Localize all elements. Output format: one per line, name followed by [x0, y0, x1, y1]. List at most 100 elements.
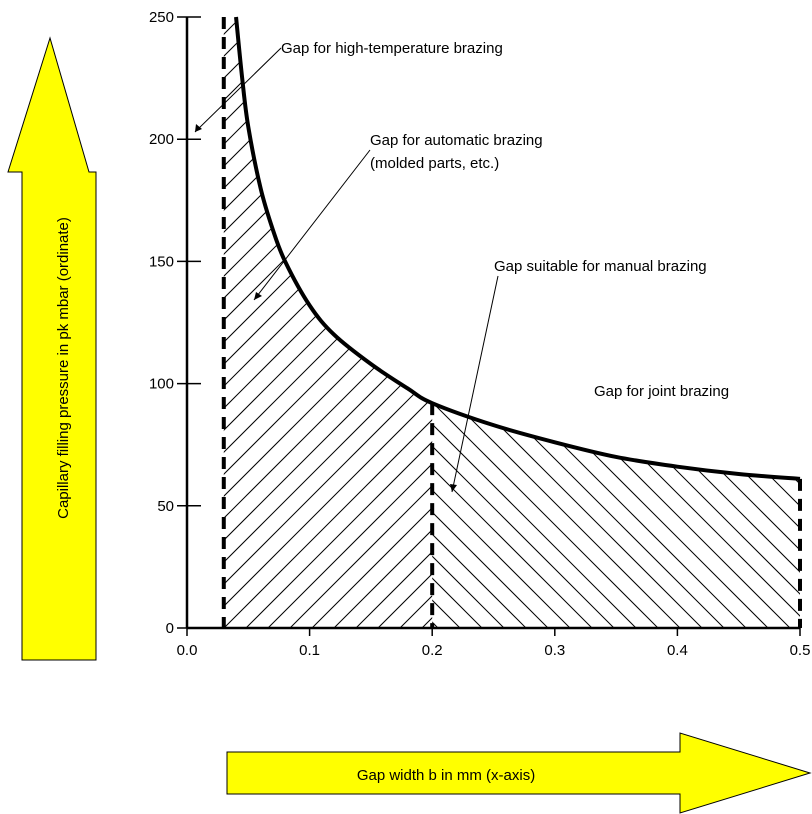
hatch-line — [432, 403, 549, 628]
annotation-manual-leader — [451, 275, 499, 493]
hatch-line — [223, 17, 433, 628]
hatch-region-left — [0, 0, 812, 628]
hatch-line — [686, 0, 812, 628]
annotation-automatic: Gap for automatic brazing — [370, 132, 543, 149]
y-tick-label: 200 — [149, 131, 174, 148]
y-axis-label: Capillary filling pressure in pk mbar (o… — [55, 217, 72, 519]
hatch-line — [432, 403, 800, 628]
hatch-line — [223, 17, 433, 628]
hatch-line — [432, 403, 800, 628]
hatch-line — [223, 17, 433, 628]
hatch-line — [554, 0, 812, 628]
annotation-automatic-arrowhead — [254, 292, 262, 300]
hatch-line — [601, 403, 800, 628]
hatch-region-right — [0, 0, 800, 628]
annotation-automatic-leader — [253, 149, 371, 301]
hatch-line — [399, 17, 433, 628]
hatch-line — [0, 0, 20, 628]
annotations: Gap for high-temperature brazing Gap for… — [194, 40, 729, 493]
annotation-manual-arrowhead — [450, 484, 457, 492]
hatch-line — [510, 0, 812, 628]
hatch-line — [223, 17, 433, 628]
hatch-line — [432, 403, 800, 628]
hatch-line — [513, 403, 800, 628]
annotation-high-temp-arrowhead — [195, 124, 202, 132]
hatch-line — [774, 0, 812, 628]
x-axis-label: Gap width b in mm (x-axis) — [357, 767, 535, 784]
hatch-line — [466, 0, 812, 628]
hatch-line — [488, 0, 812, 628]
hatch-line — [432, 403, 800, 628]
x-tick-label: 0.2 — [422, 642, 443, 659]
hatch-line — [444, 0, 812, 628]
pressure-curve — [234, 16, 801, 481]
hatch-line — [469, 403, 800, 628]
hatch-line — [645, 403, 800, 628]
annotation-automatic-line2: (molded parts, etc.) — [370, 155, 499, 172]
hatch-line — [432, 403, 800, 628]
hatch-line — [432, 403, 615, 628]
hatch-line — [432, 403, 637, 628]
hatch-line — [223, 17, 433, 628]
annotation-high-temp: Gap for high-temperature brazing — [281, 40, 503, 57]
y-tick-label: 150 — [149, 253, 174, 270]
hatch-line — [421, 17, 433, 628]
hatch-line — [642, 0, 812, 628]
hatch-line — [223, 17, 433, 628]
annotation-high-temp-leader — [194, 47, 282, 133]
x-axis-arrow: Gap width b in mm (x-axis) — [226, 732, 812, 814]
hatch-line — [432, 403, 769, 628]
hatch-line — [223, 17, 433, 628]
hatch-line — [311, 17, 433, 628]
hatch-line — [432, 403, 725, 628]
y-axis-arrow: Capillary filling pressure in pk mbar (o… — [7, 36, 97, 661]
hatch-line — [223, 17, 433, 628]
hatch-line — [432, 403, 703, 628]
hatch-line — [377, 17, 433, 628]
hatch-line — [355, 17, 433, 628]
hatch-line — [432, 403, 681, 628]
x-tick-label: 0.4 — [667, 642, 688, 659]
hatch-line — [223, 17, 433, 628]
hatch-line — [223, 17, 433, 628]
x-tick-label: 0.0 — [177, 642, 198, 659]
y-tick-label: 250 — [149, 9, 174, 26]
hatch-line — [432, 403, 800, 628]
hatch-line — [752, 0, 812, 628]
hatch-line — [557, 403, 800, 628]
hatch-line — [267, 17, 433, 628]
x-tick-label: 0.5 — [790, 642, 811, 659]
hatch-line — [730, 0, 812, 628]
hatch-line — [432, 403, 571, 628]
hatch-line — [289, 17, 433, 628]
hatch-line — [689, 403, 800, 628]
y-tick-label: 100 — [149, 376, 174, 393]
hatch-line — [532, 0, 812, 628]
hatch-line — [432, 403, 747, 628]
hatch-line — [733, 403, 800, 628]
hatch-line — [576, 0, 812, 628]
hatch-line — [432, 403, 593, 628]
annotation-manual: Gap suitable for manual brazing — [494, 258, 707, 275]
hatch-line — [223, 17, 433, 628]
hatch-line — [245, 17, 433, 628]
hatch-line — [223, 17, 433, 628]
hatch-line — [664, 0, 812, 628]
hatch-line — [223, 17, 347, 628]
hatch-line — [223, 17, 433, 628]
boundary-lines — [221, 17, 802, 628]
y-tick-label: 50 — [157, 498, 174, 515]
y-tick-label: 0 — [166, 620, 174, 637]
hatch-line — [432, 403, 800, 628]
annotation-joint: Gap for joint brazing — [594, 383, 729, 400]
hatch-line — [708, 0, 812, 628]
hatch-line — [432, 403, 791, 628]
hatch-line — [0, 0, 16, 628]
ticks: 0.0 0.1 0.2 0.3 0.4 0.5 0 50 100 150 200 250 — [149, 9, 810, 659]
hatch-line — [432, 403, 659, 628]
hatch-line — [223, 17, 433, 628]
x-tick-label: 0.3 — [544, 642, 565, 659]
hatch-line — [796, 0, 812, 628]
hatch-line — [432, 403, 800, 628]
